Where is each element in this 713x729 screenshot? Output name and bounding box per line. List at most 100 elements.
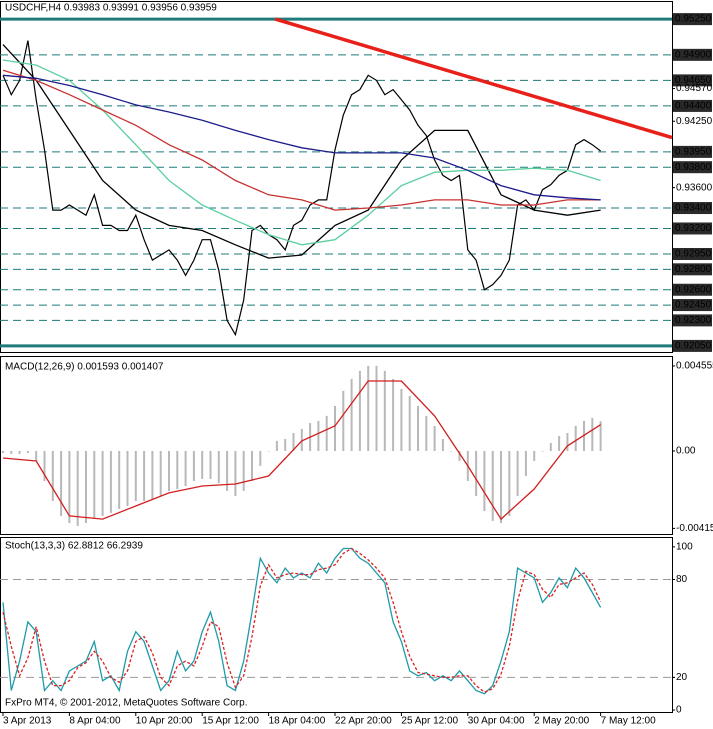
histogram-bar xyxy=(167,450,170,491)
histogram-bar xyxy=(60,450,63,516)
histogram-bar xyxy=(450,450,453,452)
histogram-bar xyxy=(134,450,137,501)
x-tick-label: 3 Apr 2013 xyxy=(3,716,52,727)
level-label-box xyxy=(673,13,712,26)
histogram-bar xyxy=(325,415,328,451)
histogram-bar xyxy=(392,378,395,451)
histogram-bar xyxy=(533,450,536,462)
histogram-bar xyxy=(275,440,278,451)
histogram-bar xyxy=(267,450,270,452)
macd-frame xyxy=(0,356,673,535)
x-tick-label: 7 May 12:00 xyxy=(601,716,656,727)
x-tick-label: 18 Apr 04:00 xyxy=(269,716,326,727)
level-label: 0.93200 xyxy=(675,223,712,234)
level-label-box xyxy=(673,248,712,260)
histogram-bar xyxy=(408,395,411,451)
y-tick-label: 80 xyxy=(676,574,688,585)
panel-title: MACD(12,26,9) 0.001593 0.001407 xyxy=(5,362,164,373)
histogram-bar xyxy=(1,450,4,454)
histogram-bar xyxy=(35,450,38,462)
level-label: 0.94900 xyxy=(675,49,712,60)
histogram-bar xyxy=(151,450,154,499)
level-label-box xyxy=(673,339,712,352)
level-label: 0.94400 xyxy=(675,101,712,112)
level-label-box xyxy=(673,145,712,158)
y-tick-label: 100 xyxy=(676,541,693,552)
level-label: 0.92600 xyxy=(675,284,712,295)
panel-title: USDCHF,H4 0.93983 0.93991 0.93956 0.9395… xyxy=(5,3,217,14)
histogram-bar xyxy=(292,433,295,451)
histogram-bar xyxy=(566,433,569,451)
histogram-bar xyxy=(251,450,253,481)
y-tick-label: -0.00415 xyxy=(676,523,713,534)
histogram-bar xyxy=(284,439,287,451)
histogram-bar xyxy=(84,450,87,523)
histogram-bar xyxy=(101,450,104,516)
histogram-bar xyxy=(541,450,544,452)
histogram-bar xyxy=(558,436,561,451)
level-label: 0.93400 xyxy=(675,203,712,214)
stoch-frame xyxy=(0,537,673,713)
histogram-bar xyxy=(317,420,320,451)
x-tick-label: 8 Apr 04:00 xyxy=(69,716,121,727)
histogram-bar xyxy=(500,450,503,523)
series-line xyxy=(2,380,601,521)
histogram-bar xyxy=(599,421,602,451)
series-line xyxy=(2,44,601,259)
histogram-bar xyxy=(43,450,46,481)
panel-title: Stoch(13,3,3) 62.8812 66.2939 xyxy=(5,541,143,552)
histogram-bar xyxy=(109,450,112,513)
histogram-bar xyxy=(234,450,237,496)
level-label: 0.93800 xyxy=(675,162,712,173)
histogram-bar xyxy=(441,439,444,451)
level-label-box xyxy=(673,74,712,87)
histogram-bar xyxy=(209,450,212,479)
histogram-bar xyxy=(76,450,79,526)
histogram-bar xyxy=(400,388,403,451)
trend-line xyxy=(274,17,673,140)
y-tick-label: 0.94570 xyxy=(676,83,713,94)
histogram-bar xyxy=(383,370,386,451)
y-tick-label: 0.94250 xyxy=(676,116,713,127)
histogram-bar xyxy=(126,450,129,507)
histogram-bar xyxy=(18,450,21,454)
x-tick-label: 2 May 20:00 xyxy=(534,716,589,727)
y-tick-label: 0 xyxy=(676,705,682,716)
level-label-box xyxy=(673,263,712,276)
series-line xyxy=(2,74,601,201)
histogram-bar xyxy=(516,450,519,496)
histogram-bar xyxy=(491,450,494,521)
x-tick-label: 22 Apr 20:00 xyxy=(335,716,392,727)
histogram-bar xyxy=(475,450,478,496)
histogram-bar xyxy=(342,390,345,451)
histogram-bar xyxy=(417,405,420,451)
histogram-bar xyxy=(217,450,220,484)
histogram-bar xyxy=(483,450,486,512)
histogram-bar xyxy=(10,450,13,454)
histogram-bar xyxy=(259,450,262,466)
y-tick-label: 20 xyxy=(676,672,688,683)
histogram-bar xyxy=(226,450,229,491)
level-label: 0.93950 xyxy=(675,147,712,158)
histogram-bar xyxy=(118,450,121,509)
histogram-bar xyxy=(192,450,195,481)
series-line xyxy=(2,547,602,693)
y-tick-label: 0.00 xyxy=(676,446,696,457)
level-label: 0.92950 xyxy=(675,249,712,260)
histogram-bar xyxy=(425,415,428,451)
histogram-bar xyxy=(334,405,337,451)
level-label-box xyxy=(673,99,712,112)
level-label-box xyxy=(673,299,712,312)
level-label: 0.92300 xyxy=(675,315,712,326)
histogram-bar xyxy=(184,450,187,487)
level-label: 0.95250 xyxy=(675,14,712,25)
histogram-bar xyxy=(201,450,204,479)
y-tick-label: 0.93600 xyxy=(676,182,713,193)
histogram-bar xyxy=(508,450,511,516)
series-line xyxy=(2,547,602,695)
y-tick-label: 0.004555 xyxy=(676,361,713,372)
level-label-box xyxy=(673,222,712,235)
